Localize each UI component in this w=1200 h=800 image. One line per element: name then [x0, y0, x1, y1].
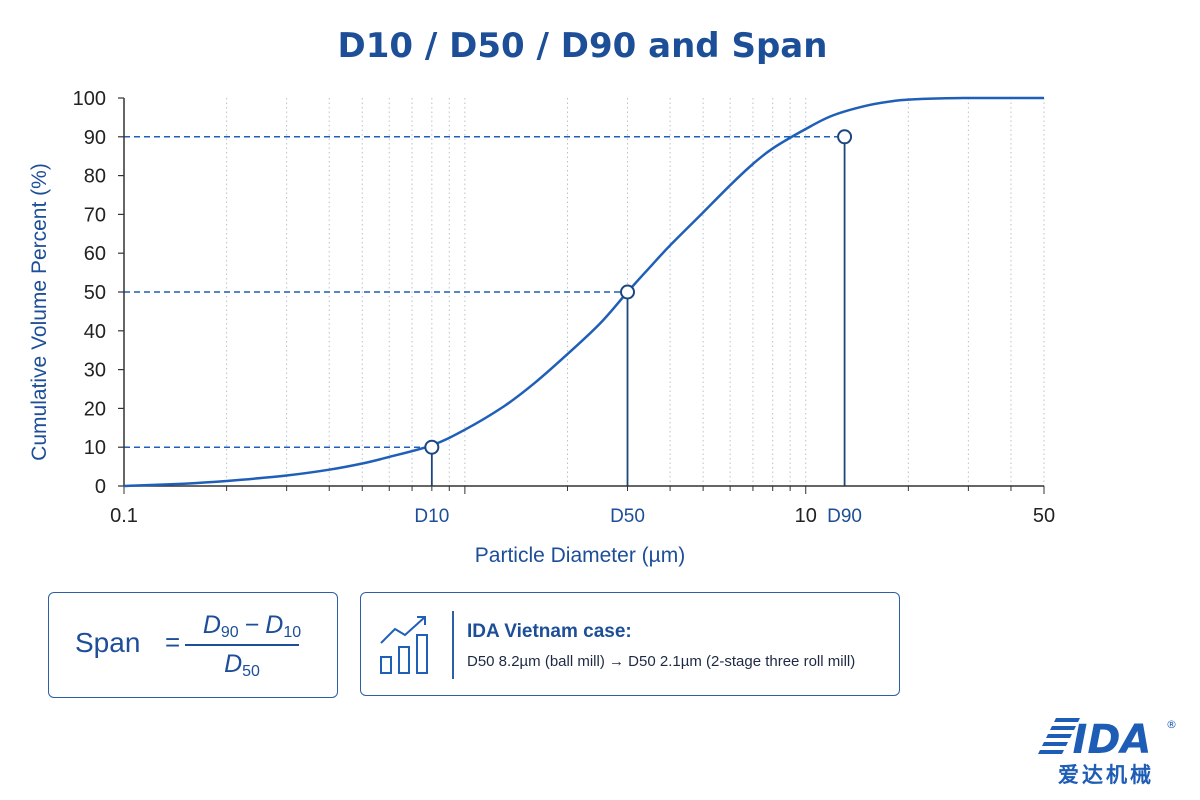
- y-tick-label: 20: [84, 398, 106, 420]
- y-tick-label: 50: [84, 282, 106, 304]
- y-tick-label: 30: [84, 360, 106, 382]
- y-tick-label: 0: [95, 476, 106, 498]
- formula-denominator: D50: [185, 650, 299, 681]
- guide-layer: [124, 136, 846, 486]
- case-divider: [452, 611, 454, 679]
- logo-stripes: [1038, 718, 1080, 754]
- case-study-card: IDA Vietnam case: D50 8.2µm (ball mill) …: [360, 592, 900, 696]
- marker-d50: [620, 284, 636, 300]
- marker-layer: [424, 129, 853, 455]
- case-title: IDA Vietnam case:: [467, 621, 632, 642]
- logo-registered-mark: ®: [1166, 718, 1176, 731]
- logo-text: IDA: [1072, 717, 1151, 763]
- axes-layer: 0 10 20 30 40 50 60 70 80 90 100 0.1 10 50 Particle Di…: [28, 88, 1055, 567]
- y-tick-label: 90: [84, 127, 106, 149]
- equals-sign: =: [165, 627, 181, 657]
- denominator-sub: 50: [242, 663, 260, 680]
- cumulative-curve: [123, 96, 1044, 488]
- span-formula-card: Span = D90− D10 D50: [48, 592, 338, 698]
- case-text: D50 8.2µm (ball mill) → D50 2.1µm (2-sta…: [467, 653, 856, 670]
- x-tick-label: 10: [795, 505, 817, 527]
- chart-growth-icon: [380, 616, 428, 674]
- numerator-right-sub: 10: [283, 624, 302, 641]
- numerator-left-sub: 90: [220, 624, 239, 641]
- y-tick-label: 60: [84, 243, 106, 265]
- fraction-line: [185, 644, 299, 646]
- marker-label-d50: D50: [610, 506, 645, 527]
- y-tick-label: 10: [84, 437, 106, 459]
- y-tick-label: 80: [84, 166, 106, 188]
- numerator-left: D: [202, 611, 221, 639]
- denominator-term: D: [224, 650, 243, 678]
- numerator-right: D: [265, 611, 284, 639]
- x-tick-label: 50: [1033, 505, 1055, 527]
- ida-logo: IDA ® 爱达机械: [1038, 717, 1176, 787]
- span-label: Span: [75, 627, 141, 658]
- page-title: D10 / D50 / D90 and Span: [337, 26, 828, 66]
- logo-subtitle: 爱达机械: [1058, 763, 1154, 787]
- formula-numerator: D90− D10: [187, 611, 317, 642]
- marker-d90: [837, 129, 853, 145]
- marker-label-d10: D10: [414, 506, 449, 527]
- y-tick-label: 100: [73, 88, 106, 110]
- y-axis-label: Cumulative Volume Percent (%): [28, 163, 51, 461]
- label-layer: D10 D50 D90: [414, 506, 862, 527]
- marker-d10: [424, 439, 440, 455]
- minus-sign: −: [244, 611, 260, 639]
- y-tick-label: 70: [84, 204, 106, 226]
- x-tick-label: 0.1: [110, 505, 138, 527]
- marker-label-d90: D90: [827, 506, 862, 527]
- y-tick-label: 40: [84, 321, 106, 343]
- x-axis-label: Particle Diameter (µm): [475, 544, 685, 567]
